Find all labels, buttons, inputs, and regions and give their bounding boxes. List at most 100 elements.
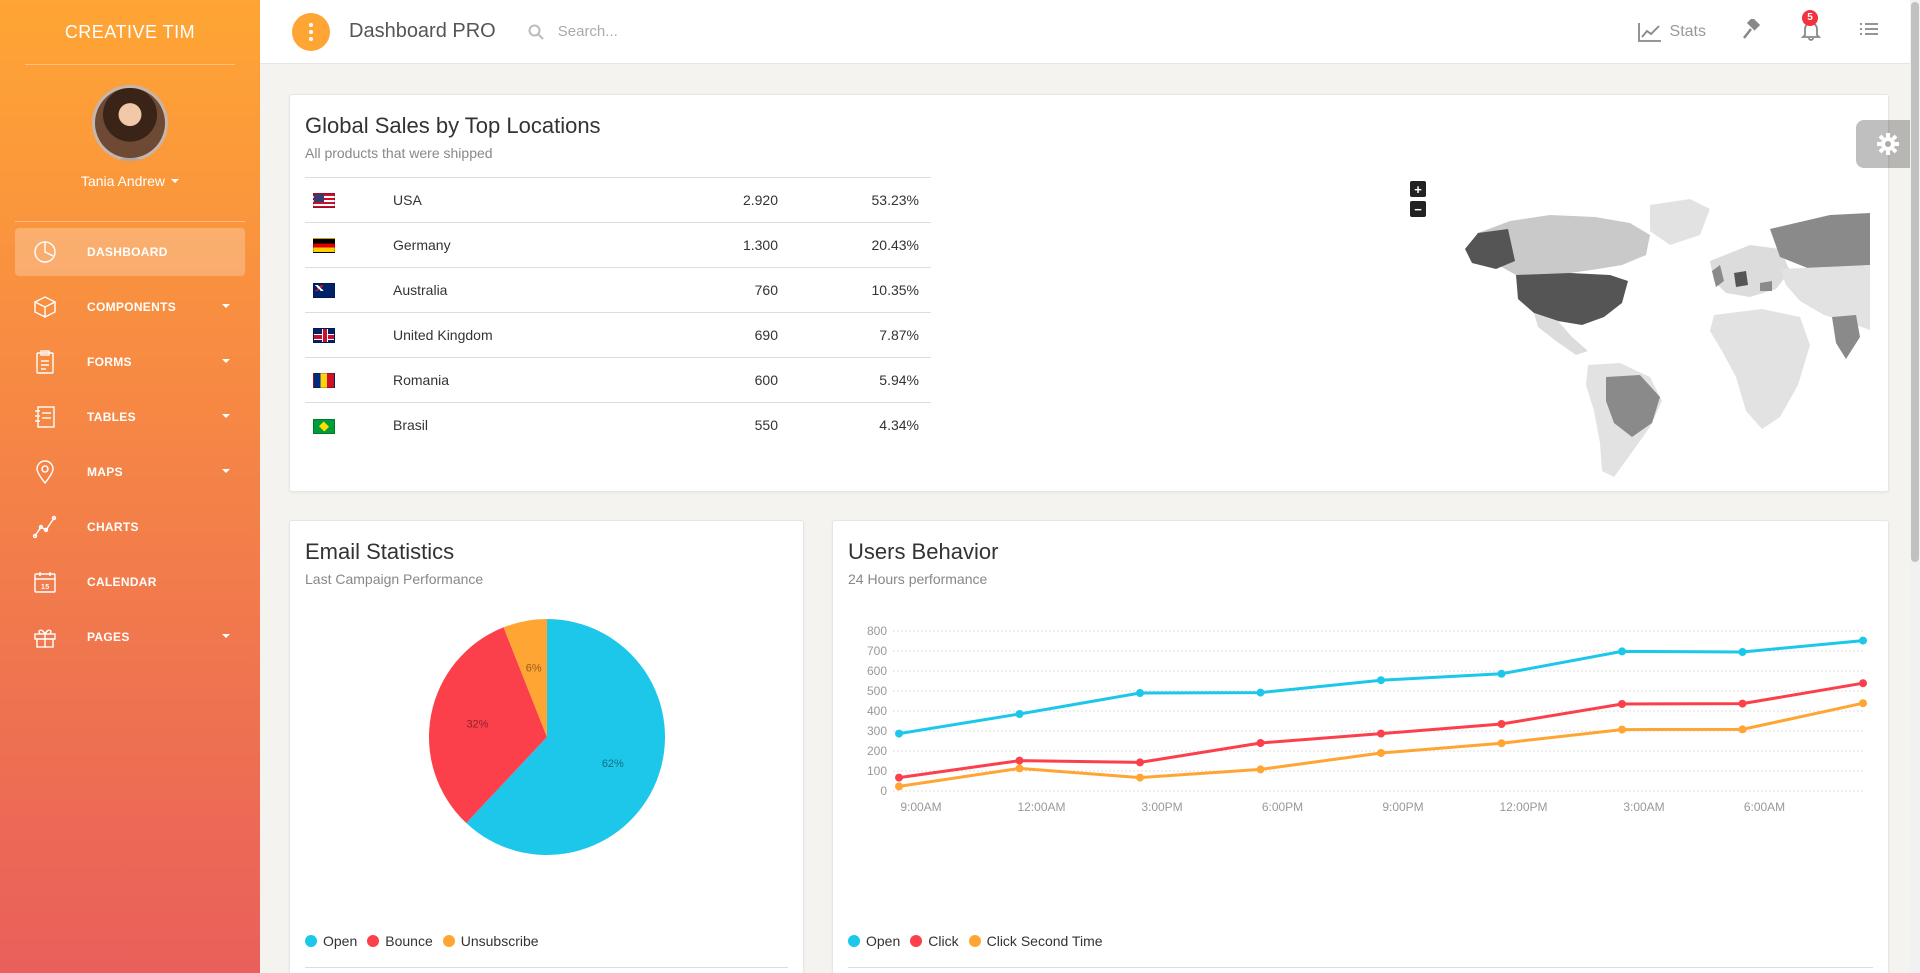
data-point[interactable] — [895, 773, 903, 782]
data-point[interactable] — [1497, 720, 1506, 728]
legend-label: Click — [928, 933, 959, 949]
flag-cell — [305, 357, 393, 403]
notes-icon — [31, 403, 59, 431]
pie-slice-bounce[interactable] — [429, 627, 547, 824]
data-point[interactable] — [1738, 699, 1747, 708]
data-point[interactable] — [1377, 749, 1385, 757]
data-point[interactable] — [1015, 756, 1024, 765]
data-point[interactable] — [1377, 676, 1385, 685]
caret-down-icon — [222, 414, 230, 418]
list-icon — [1860, 22, 1878, 35]
sidebar-item-dashboard[interactable]: DASHBOARD — [15, 228, 245, 276]
legend-label: Open — [323, 933, 358, 949]
settings-tab[interactable] — [1856, 120, 1920, 168]
flag-cell — [305, 267, 393, 313]
stats-link[interactable]: Stats — [1637, 22, 1706, 42]
sidebar-item-components[interactable]: COMPONENTS — [15, 283, 245, 331]
data-point[interactable] — [895, 782, 903, 791]
country-cell: Germany — [393, 222, 643, 268]
data-point[interactable] — [1377, 729, 1385, 738]
percent-cell: 53.23% — [778, 177, 931, 223]
stats-label: Stats — [1669, 23, 1706, 40]
flag-au-icon — [313, 283, 335, 299]
sidebar-item-charts[interactable]: CHARTS — [15, 503, 245, 551]
map-region-greenland — [1650, 199, 1710, 245]
sidebar-item-pages[interactable]: PAGES — [15, 613, 245, 661]
page-scrollbar[interactable] — [1910, 0, 1920, 973]
data-point[interactable] — [1618, 700, 1626, 708]
data-point[interactable] — [1136, 758, 1144, 767]
data-point[interactable] — [1256, 765, 1265, 774]
flag-cell — [305, 177, 393, 223]
world-map[interactable]: + − — [1010, 165, 1920, 485]
data-point[interactable] — [1618, 647, 1626, 656]
divider — [848, 967, 1873, 968]
data-point[interactable] — [1015, 764, 1024, 773]
data-point[interactable] — [1136, 689, 1144, 697]
data-point[interactable] — [1859, 636, 1867, 645]
flag-br-icon — [313, 418, 335, 434]
behavior-legend: Open Click Click Second Time — [848, 933, 1103, 949]
user-name: Tania Andrew — [80, 173, 166, 189]
user-menu-toggle[interactable]: Tania Andrew — [80, 173, 180, 189]
table-row: Germany 1.300 20.43% — [305, 222, 931, 268]
data-point[interactable] — [1618, 725, 1626, 734]
table-row: Australia 760 10.35% — [305, 267, 931, 313]
map-zoom-in-button[interactable]: + — [1410, 181, 1426, 197]
caret-down-icon — [171, 179, 180, 183]
legend-dot-icon — [305, 935, 317, 947]
legend-label: Bounce — [385, 933, 433, 949]
map-zoom-out-button[interactable]: − — [1410, 201, 1426, 217]
data-point[interactable] — [895, 729, 903, 738]
sidebar-item-forms[interactable]: FORMS — [15, 338, 245, 386]
map-region-africa — [1710, 309, 1810, 429]
caret-down-icon — [222, 634, 230, 638]
legend-item: Open — [305, 933, 357, 949]
x-tick-label: 12:00PM — [1499, 800, 1547, 814]
gavel-button[interactable] — [1742, 16, 1764, 46]
data-point[interactable] — [1738, 648, 1747, 656]
data-point[interactable] — [1256, 688, 1265, 697]
data-point[interactable] — [1738, 725, 1747, 734]
sidebar-item-label: COMPONENTS — [87, 300, 177, 314]
page-title[interactable]: Dashboard PRO — [349, 20, 496, 42]
search-input[interactable] — [557, 23, 758, 40]
data-point[interactable] — [1859, 679, 1867, 688]
list-menu-button[interactable] — [1858, 19, 1880, 46]
gavel-icon — [1743, 16, 1761, 39]
data-point[interactable] — [1256, 739, 1265, 747]
gift-icon — [31, 623, 59, 651]
line-chart-icon — [1637, 23, 1661, 42]
map-region-mexico — [1534, 313, 1588, 355]
brand-logo[interactable]: CREATIVE TIM — [64, 21, 196, 42]
y-tick-label: 100 — [867, 764, 887, 778]
sidebar-item-tables[interactable]: TABLES — [15, 393, 245, 441]
card-title: Users Behavior — [848, 539, 999, 564]
data-point[interactable] — [1497, 669, 1506, 678]
sidebar-item-maps[interactable]: MAPS — [15, 448, 245, 496]
data-point[interactable] — [1859, 699, 1867, 708]
data-point[interactable] — [1015, 710, 1024, 718]
map-region-india — [1832, 315, 1860, 359]
table-row: Romania 600 5.94% — [305, 357, 931, 403]
data-point[interactable] — [1136, 773, 1144, 782]
box-icon — [31, 293, 59, 321]
scrollbar-thumb[interactable] — [1911, 2, 1919, 562]
map-pin-icon — [31, 458, 59, 486]
users-behavior-card: Users Behavior 24 Hours performance 0 100… — [832, 520, 1889, 973]
flag-de-icon — [313, 238, 335, 254]
avatar[interactable] — [92, 85, 168, 161]
notifications-button[interactable]: 5 — [1800, 9, 1822, 46]
user-panel: Tania Andrew — [0, 65, 260, 221]
y-tick-label: 0 — [880, 784, 887, 798]
card-subtitle: All products that were shipped — [305, 145, 493, 161]
data-point[interactable] — [1497, 739, 1506, 748]
pie-slice-unsubscribe[interactable] — [503, 619, 547, 737]
pie-slice-open[interactable] — [466, 619, 665, 855]
x-tick-label: 3:00AM — [1623, 800, 1664, 814]
percent-cell: 10.35% — [778, 267, 931, 313]
country-cell: USA — [393, 177, 643, 223]
legend-dot-icon — [442, 935, 455, 947]
sidebar-item-calendar[interactable]: 15 CALENDAR — [15, 558, 245, 606]
minimize-sidebar-button[interactable] — [292, 12, 330, 51]
